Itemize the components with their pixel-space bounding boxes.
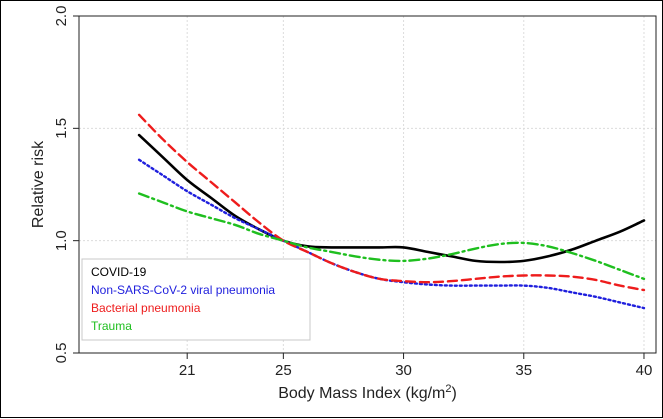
y-axis-title: Relative risk	[30, 140, 47, 228]
x-tick-label: 40	[636, 362, 653, 379]
legend-entry: Bacterial pneumonia	[91, 301, 201, 315]
y-tick-label: 2.0	[53, 6, 70, 27]
plot-area	[78, 15, 657, 354]
legend-entry: Non-SARS-CoV-2 viral pneumonia	[91, 283, 275, 297]
y-tick-label: 1.5	[53, 118, 70, 139]
legend-entry: Trauma	[91, 319, 132, 333]
x-tick-label: 25	[275, 362, 292, 379]
x-tick-label: 30	[395, 362, 412, 379]
series-line-trauma	[137, 192, 646, 281]
x-tick-label: 21	[179, 362, 196, 379]
y-tick-label: 0.5	[53, 343, 70, 364]
x-tick-label: 35	[515, 362, 532, 379]
series-line-covid-19	[137, 133, 646, 264]
x-axis-title: Body Mass Index (kg/m2)	[278, 383, 457, 402]
legend-box	[81, 258, 311, 341]
y-tick-label: 1.0	[53, 230, 70, 251]
series-line-bacterial-pneumonia	[137, 113, 646, 292]
legend-entry: COVID-19	[91, 265, 147, 279]
